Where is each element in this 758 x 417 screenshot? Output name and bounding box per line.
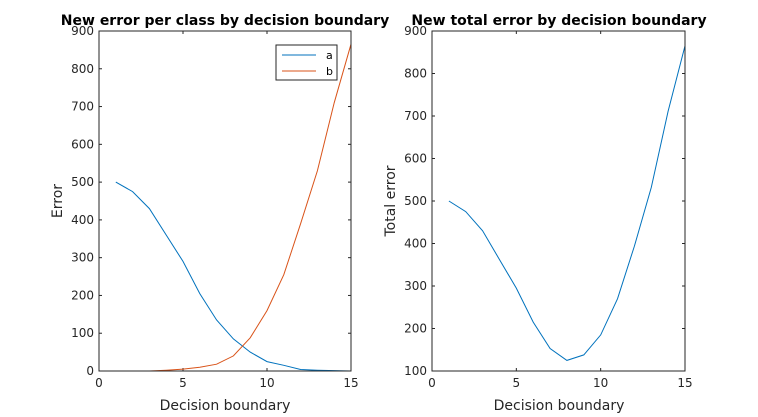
per-class-y-tick-label: 300 — [71, 251, 94, 265]
total-error-x-tick-label: 0 — [428, 376, 436, 390]
total-error-plot-frame — [431, 30, 686, 372]
per-class-plot-frame — [98, 30, 352, 372]
per-class-x-tick-label: 0 — [95, 376, 103, 390]
legend-label-b: b — [326, 65, 333, 78]
per-class-y-tick-label: 100 — [71, 326, 94, 340]
per-class-y-tick-label: 900 — [71, 24, 94, 38]
total-error-series-line-0 — [448, 45, 686, 361]
total-error-x-tick-label: 15 — [677, 376, 692, 390]
per-class-y-tick-label: 800 — [71, 62, 94, 76]
total-error-plot: New total error by decision boundary Dec… — [383, 13, 707, 414]
total-error-plot-marks: 0 5 10 15 100 200 300 400 500 600 700 800 900 — [404, 24, 693, 390]
legend-label-a: a — [326, 49, 333, 62]
total-error-plot-title: New total error by decision boundary — [411, 13, 706, 29]
total-error-y-tick-label: 300 — [404, 279, 427, 293]
total-error-y-tick-label: 900 — [404, 24, 427, 38]
per-class-y-tick-label: 200 — [71, 288, 94, 302]
per-class-x-tick-label: 15 — [343, 376, 358, 390]
per-class-plot-title: New error per class by decision boundary — [61, 13, 389, 29]
total-error-x-tick-label: 10 — [593, 376, 608, 390]
per-class-y-tick-label: 500 — [71, 175, 94, 189]
per-class-y-tick-label: 700 — [71, 100, 94, 114]
per-class-y-tick-label: 400 — [71, 213, 94, 227]
per-class-x-tick-label: 5 — [179, 376, 187, 390]
total-error-y-tick-label: 200 — [404, 322, 427, 336]
per-class-y-tick-label: 0 — [86, 364, 94, 378]
per-class-y-axis-label: Error — [50, 184, 66, 218]
total-error-x-axis-label: Decision boundary — [494, 398, 625, 414]
total-error-x-tick-label: 5 — [513, 376, 521, 390]
per-class-x-axis-label: Decision boundary — [160, 398, 291, 414]
total-error-y-tick-label: 500 — [404, 194, 427, 208]
per-class-legend: ab — [275, 44, 338, 81]
per-class-error-plot: New error per class by decision boundary… — [50, 13, 389, 414]
total-error-y-axis-label: Total error — [383, 165, 399, 237]
per-class-x-tick-label: 10 — [259, 376, 274, 390]
per-class-series-line-a — [115, 181, 352, 372]
total-error-y-tick-label: 100 — [404, 364, 427, 378]
total-error-y-tick-label: 800 — [404, 67, 427, 81]
per-class-y-tick-label: 600 — [71, 137, 94, 151]
total-error-y-tick-label: 600 — [404, 152, 427, 166]
total-error-y-tick-label: 700 — [404, 109, 427, 123]
total-error-y-tick-label: 400 — [404, 237, 427, 251]
legend-box — [275, 44, 338, 81]
